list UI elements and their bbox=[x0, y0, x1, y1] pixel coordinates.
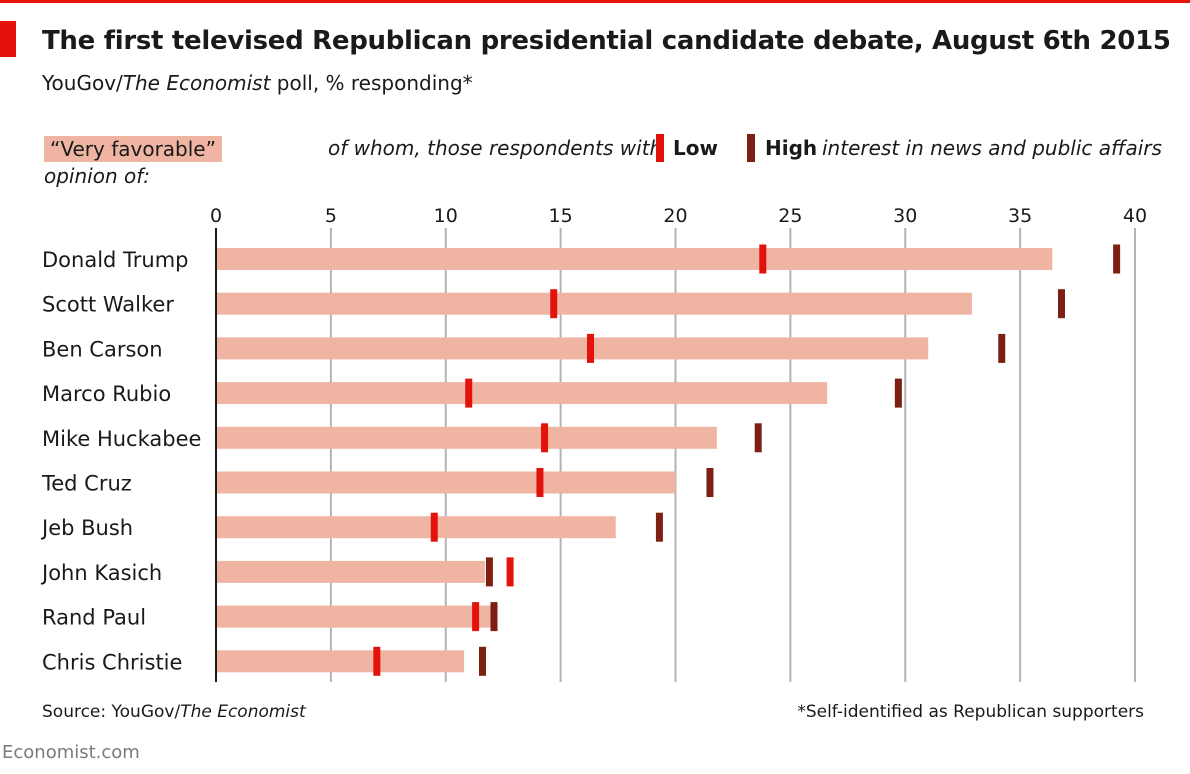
chart-subtitle: YouGov/The Economist poll, % responding* bbox=[42, 71, 473, 95]
subtitle-suffix: poll, % responding* bbox=[270, 71, 473, 95]
favorable-bar bbox=[216, 650, 465, 673]
high-interest-marker bbox=[998, 333, 1006, 363]
bar-key-label: “Very favorable” bbox=[44, 136, 222, 162]
source-prefix: Source: YouGov/ bbox=[42, 702, 181, 722]
low-interest-marker bbox=[586, 333, 594, 363]
low-interest-marker bbox=[759, 244, 767, 274]
high-interest-marker bbox=[894, 378, 902, 408]
high-interest-marker bbox=[706, 468, 714, 497]
chart-title: The first televised Republican president… bbox=[42, 26, 1171, 56]
candidate-label: Ted Cruz bbox=[41, 472, 132, 496]
candidate-label: Rand Paul bbox=[42, 606, 146, 630]
legend-low-swatch bbox=[656, 134, 664, 162]
subtitle-prefix: YouGov/ bbox=[42, 71, 123, 95]
top-rule bbox=[0, 0, 1190, 3]
low-interest-marker bbox=[536, 468, 544, 497]
low-interest-marker bbox=[430, 512, 438, 542]
subtitle-italic: The Economist bbox=[122, 71, 271, 95]
candidate-label: Mike Huckabee bbox=[42, 427, 201, 451]
candidate-label: Marco Rubio bbox=[42, 382, 171, 406]
favorable-bar bbox=[216, 516, 616, 539]
favorable-bar bbox=[216, 605, 492, 628]
legend-tail: interest in news and public affairs bbox=[822, 136, 1162, 160]
candidate-label: Chris Christie bbox=[42, 650, 182, 674]
high-interest-marker bbox=[485, 557, 493, 587]
candidate-label: Scott Walker bbox=[42, 293, 174, 317]
x-tick-label: 5 bbox=[325, 205, 337, 227]
favorable-bar bbox=[216, 292, 972, 315]
low-interest-marker bbox=[506, 557, 514, 587]
source-italic: The Economist bbox=[180, 702, 306, 722]
favorable-bar bbox=[216, 382, 828, 405]
favorable-bar bbox=[216, 337, 929, 360]
low-interest-marker bbox=[472, 602, 480, 632]
candidate-label: Donald Trump bbox=[42, 248, 189, 272]
x-tick-label: 15 bbox=[549, 205, 573, 227]
low-interest-marker bbox=[373, 646, 381, 676]
bar-key-label-line2: opinion of: bbox=[44, 164, 151, 188]
x-tick-label: 40 bbox=[1123, 205, 1147, 227]
x-tick-label: 10 bbox=[434, 205, 458, 227]
x-tick-label: 35 bbox=[1008, 205, 1032, 227]
x-tick-label: 20 bbox=[663, 205, 687, 227]
candidate-label: John Kasich bbox=[40, 561, 162, 585]
candidate-label: Jeb Bush bbox=[40, 516, 133, 540]
legend-low-label: Low bbox=[673, 136, 718, 160]
low-interest-marker bbox=[541, 423, 549, 453]
high-interest-marker bbox=[490, 602, 498, 632]
source-note: Source: YouGov/The Economist bbox=[42, 702, 306, 722]
high-interest-marker bbox=[754, 423, 762, 453]
low-interest-marker bbox=[465, 378, 473, 408]
favorable-bar bbox=[216, 426, 717, 449]
brand-tag bbox=[0, 21, 16, 57]
footnote: *Self-identified as Republican supporter… bbox=[797, 702, 1144, 722]
low-interest-marker bbox=[550, 289, 558, 319]
high-interest-marker bbox=[655, 512, 663, 542]
x-tick-label: 0 bbox=[210, 205, 222, 227]
legend-high-swatch bbox=[747, 134, 755, 162]
brand-label: Economist.com bbox=[2, 742, 140, 763]
high-interest-marker bbox=[479, 646, 487, 676]
x-tick-label: 30 bbox=[893, 205, 917, 227]
legend-high-label: High bbox=[765, 136, 818, 160]
favorable-bar bbox=[216, 471, 676, 494]
high-interest-marker bbox=[1113, 244, 1121, 274]
high-interest-marker bbox=[1057, 289, 1065, 319]
favorable-bar bbox=[216, 560, 485, 583]
legend-of-whom: of whom, those respondents with bbox=[328, 136, 663, 160]
x-tick-label: 25 bbox=[778, 205, 802, 227]
favorable-bar bbox=[216, 248, 1053, 270]
candidate-label: Ben Carson bbox=[42, 337, 163, 361]
